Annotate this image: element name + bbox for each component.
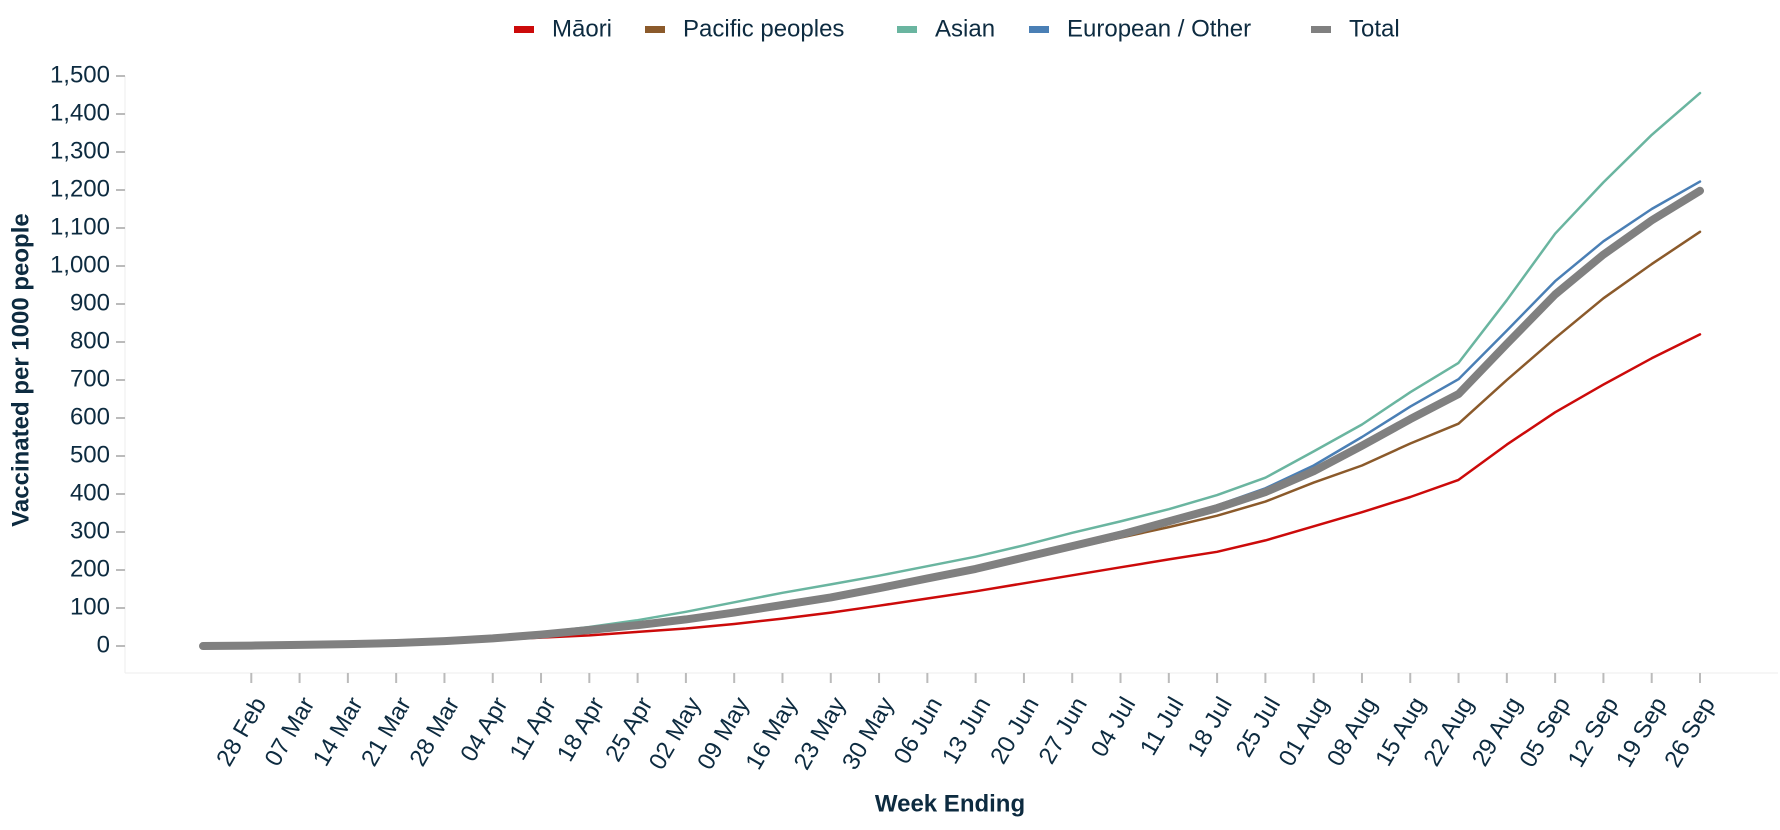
- legend-swatch: [897, 26, 917, 33]
- legend-label: European / Other: [1067, 15, 1251, 42]
- series-line: [201, 230, 1702, 648]
- x-tick-label: 11 Jul: [1135, 693, 1190, 760]
- x-tick-label: 18 Apr: [552, 693, 610, 767]
- y-tick-label: 700: [70, 365, 110, 392]
- legend-label: Asian: [935, 15, 995, 42]
- x-tick-label: 04 Jul: [1086, 693, 1141, 762]
- series-line: [199, 186, 1704, 650]
- y-tick-label: 1,400: [50, 99, 110, 126]
- y-tick-label: 100: [70, 593, 110, 620]
- legend-label: Total: [1349, 15, 1400, 42]
- y-tick-label: 900: [70, 289, 110, 316]
- legend-swatch: [645, 26, 665, 33]
- x-axis-title: Week Ending: [875, 790, 1025, 817]
- y-tick-label: 1,300: [50, 137, 110, 164]
- x-tick-label: 18 Jul: [1182, 693, 1237, 762]
- y-tick-label: 1,100: [50, 213, 110, 240]
- y-tick-label: 0: [97, 631, 110, 658]
- y-axis-title: Vaccinated per 1000 people: [7, 213, 34, 527]
- legend-label: Pacific peoples: [683, 15, 844, 42]
- series-line: [201, 91, 1702, 648]
- y-tick-label: 800: [70, 327, 110, 354]
- y-tick-label: 1,000: [50, 251, 110, 278]
- y-tick-label: 600: [70, 403, 110, 430]
- y-tick-label: 300: [70, 517, 110, 544]
- y-tick-label: 1,200: [50, 175, 110, 202]
- legend-swatch: [1311, 26, 1331, 33]
- y-tick-label: 200: [70, 555, 110, 582]
- legend-swatch: [514, 26, 534, 33]
- x-tick-label: 27 Jun: [1034, 693, 1093, 769]
- y-tick-label: 1,500: [50, 61, 110, 88]
- legend-swatch: [1029, 26, 1049, 33]
- x-tick-label: 04 Apr: [455, 693, 513, 767]
- legend-label: Māori: [552, 15, 612, 42]
- y-tick-label: 500: [70, 441, 110, 468]
- y-tick-label: 400: [70, 479, 110, 506]
